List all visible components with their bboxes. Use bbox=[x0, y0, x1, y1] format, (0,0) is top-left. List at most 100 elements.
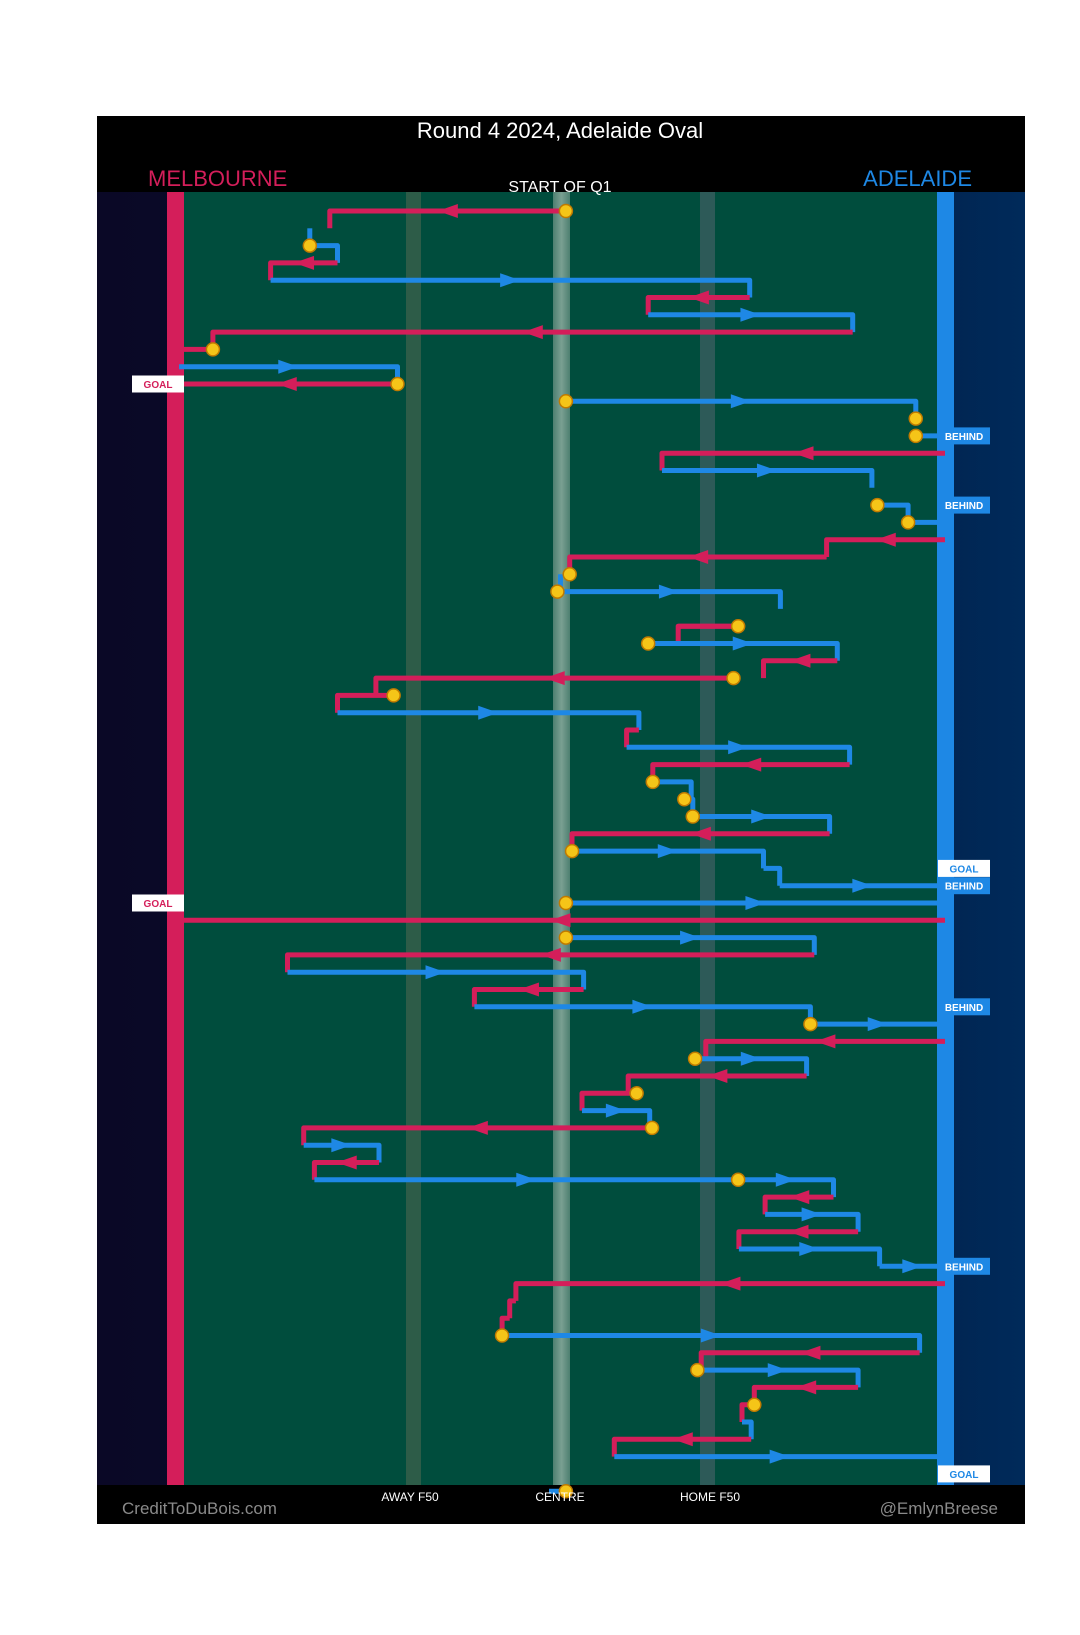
chain-segment-adelaide bbox=[337, 710, 642, 730]
stoppage-marker bbox=[644, 1120, 660, 1136]
chain-segment-adelaide bbox=[502, 1333, 923, 1353]
event-badge-box bbox=[132, 894, 184, 912]
melbourne-team-label: MELBOURNE bbox=[148, 166, 287, 191]
stoppage-marker bbox=[747, 1397, 762, 1412]
event-badge-box bbox=[938, 998, 990, 1016]
chain-arrow bbox=[751, 809, 772, 824]
chain-arrow bbox=[522, 325, 543, 340]
chain-segment-adelaide bbox=[742, 1419, 754, 1440]
chain-arrow bbox=[852, 878, 873, 893]
event-badge-label: BEHIND bbox=[945, 501, 983, 512]
chain-arrow bbox=[518, 982, 539, 997]
adelaide-behind-badge: BEHIND bbox=[938, 877, 990, 895]
chain-arrow bbox=[799, 1242, 820, 1256]
chain-arrow bbox=[658, 584, 679, 599]
chain-segment-melbourne bbox=[513, 1281, 945, 1301]
quarter-label: START OF Q1 bbox=[508, 179, 611, 196]
stoppage-marker bbox=[390, 376, 405, 392]
chain-segment-melbourne bbox=[611, 1436, 752, 1457]
stoppage-marker bbox=[730, 1172, 746, 1188]
chain-arrow bbox=[605, 1103, 626, 1118]
chain-segment-adelaide bbox=[662, 468, 875, 488]
chain-segment-adelaide bbox=[695, 1056, 810, 1076]
chain-segment-melbourne bbox=[824, 537, 945, 557]
stoppage-marker bbox=[640, 636, 656, 651]
stoppage-marker bbox=[908, 411, 924, 426]
chain-arrow bbox=[789, 1190, 810, 1205]
adelaide-behind-badge: BEHIND bbox=[938, 998, 990, 1016]
chain-segment-melbourne bbox=[285, 952, 815, 973]
chain-arrow bbox=[516, 1172, 537, 1187]
stoppage-marker bbox=[558, 394, 574, 409]
chain-segment-melbourne bbox=[301, 1125, 652, 1146]
melbourne-goal-badge: GOAL bbox=[132, 894, 184, 912]
stoppage-marker bbox=[908, 428, 924, 444]
stoppage-marker bbox=[558, 895, 574, 911]
melbourne-goal-line bbox=[167, 192, 184, 1485]
chain-segment-melbourne bbox=[624, 727, 639, 748]
event-badge-box bbox=[132, 375, 184, 393]
chain-arrow bbox=[540, 947, 561, 962]
chain-segment-adelaide bbox=[572, 848, 766, 869]
event-badge-box bbox=[938, 496, 990, 514]
possession-chains bbox=[176, 204, 945, 1494]
chain-arrow bbox=[672, 1432, 693, 1447]
melbourne-goal-badge: GOAL bbox=[132, 375, 184, 393]
score-events: GOAL BEHIND BEHIND GOAL BEHIND GOAL BEHIND BEHI… bbox=[132, 375, 990, 1483]
chain-arrow bbox=[769, 1449, 790, 1464]
chain-arrow bbox=[478, 705, 499, 720]
chain-segment-adelaide bbox=[270, 277, 753, 298]
chain-arrow bbox=[728, 740, 749, 755]
chain-arrow bbox=[437, 204, 458, 218]
adelaide-goal-badge: GOAL bbox=[938, 1465, 990, 1483]
stoppage-marker bbox=[302, 238, 318, 253]
chain-arrow bbox=[688, 550, 709, 564]
stoppage-marker bbox=[629, 1086, 644, 1101]
chain-arrow bbox=[294, 255, 315, 270]
chain-arrow bbox=[745, 896, 766, 910]
stoppage-marker bbox=[558, 930, 574, 945]
event-badge-label: BEHIND bbox=[945, 432, 983, 443]
away-f50-band bbox=[406, 192, 421, 1485]
stoppage-marker bbox=[564, 843, 580, 859]
stoppage-marker bbox=[677, 791, 692, 807]
event-badge-box bbox=[938, 1465, 990, 1483]
chain-arrow bbox=[788, 1224, 809, 1239]
chain-arrow bbox=[801, 1207, 822, 1222]
chain-arrow bbox=[741, 757, 762, 772]
chain-arrow bbox=[544, 671, 565, 686]
stoppage-marker bbox=[690, 1362, 705, 1378]
event-badge-box bbox=[938, 877, 990, 895]
credit-left: CreditToDuBois.com bbox=[122, 1499, 277, 1518]
event-badge-box bbox=[938, 427, 990, 445]
stoppage-markers bbox=[205, 203, 924, 1499]
chain-segment-melbourne bbox=[507, 1298, 516, 1319]
chain-segment-melbourne bbox=[327, 208, 566, 229]
stoppage-marker bbox=[558, 1483, 574, 1499]
stoppage-marker bbox=[803, 1016, 818, 1032]
chain-segment-adelaide bbox=[697, 1367, 861, 1388]
chain-arrow bbox=[775, 1172, 796, 1187]
chain-arrow bbox=[732, 636, 753, 651]
chain-arrow bbox=[767, 1363, 788, 1378]
adelaide-goal-line bbox=[937, 192, 954, 1485]
chain-segment-adelaide bbox=[765, 1211, 861, 1232]
chain-segment-melbourne bbox=[703, 1038, 945, 1059]
chain-segment-melbourne bbox=[335, 692, 394, 713]
adelaide-behind-badge: BEHIND bbox=[938, 496, 990, 514]
chain-segment-melbourne bbox=[761, 658, 838, 679]
stoppage-marker bbox=[645, 774, 661, 790]
stoppage-marker bbox=[494, 1328, 510, 1343]
stoppage-marker bbox=[687, 1051, 703, 1066]
chain-arrow bbox=[657, 844, 678, 859]
chain-arrow bbox=[688, 290, 709, 305]
stoppage-marker bbox=[386, 688, 401, 703]
chain-arrow bbox=[796, 1380, 817, 1395]
chain-segment-adelaide bbox=[626, 744, 853, 765]
chain-segment-adelaide bbox=[287, 969, 587, 990]
chain-segment-melbourne bbox=[736, 1229, 859, 1249]
chain-arrow bbox=[730, 394, 751, 409]
chain-arrow bbox=[790, 653, 811, 668]
stoppage-marker bbox=[558, 203, 574, 219]
chain-segment-adelaide bbox=[738, 1246, 883, 1267]
